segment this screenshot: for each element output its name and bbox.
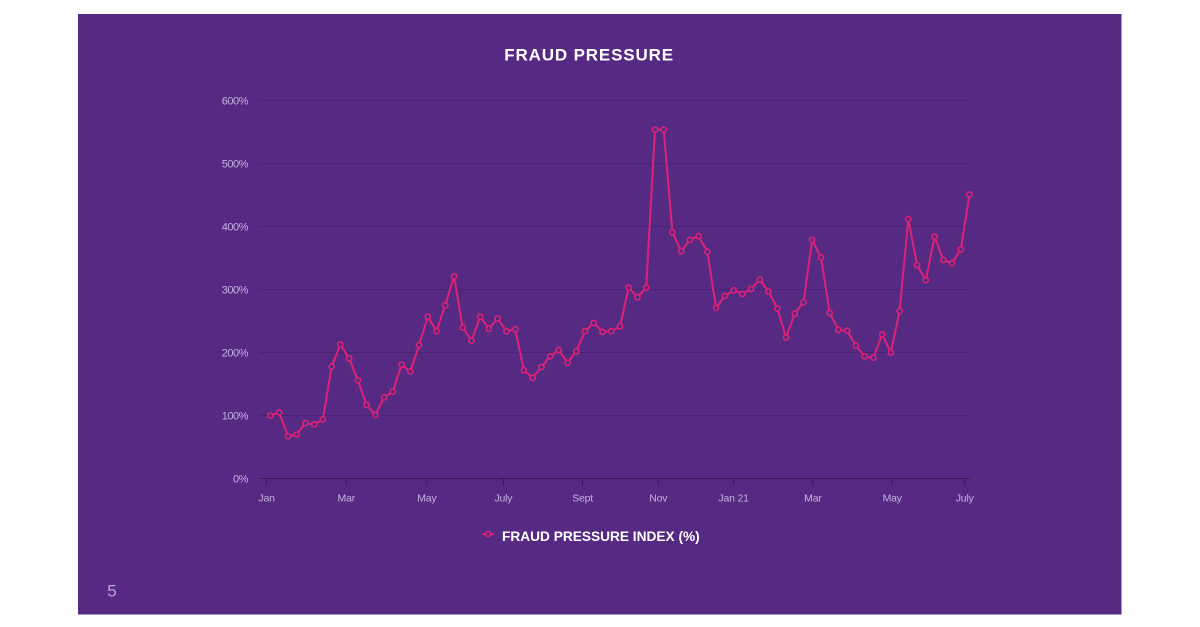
- svg-text:Mar: Mar: [338, 493, 356, 505]
- svg-text:Jan 21: Jan 21: [718, 493, 749, 505]
- svg-text:Jan: Jan: [258, 493, 275, 505]
- svg-text:200%: 200%: [222, 348, 249, 360]
- svg-text:FRAUD PRESSURE: FRAUD PRESSURE: [504, 46, 674, 65]
- svg-text:600%: 600%: [222, 96, 249, 108]
- svg-text:Mar: Mar: [804, 493, 822, 505]
- svg-text:100%: 100%: [222, 411, 249, 423]
- svg-text:May: May: [417, 493, 437, 505]
- svg-text:0%: 0%: [233, 474, 249, 486]
- svg-text:400%: 400%: [222, 222, 249, 234]
- svg-text:Nov: Nov: [649, 493, 668, 505]
- svg-text:May: May: [883, 493, 903, 505]
- svg-text:300%: 300%: [222, 285, 249, 297]
- svg-text:500%: 500%: [222, 159, 249, 171]
- svg-text:Sept: Sept: [572, 493, 593, 505]
- svg-text:FRAUD PRESSURE INDEX (%): FRAUD PRESSURE INDEX (%): [502, 529, 700, 544]
- svg-text:July: July: [956, 493, 975, 505]
- svg-text:July: July: [494, 493, 513, 505]
- svg-text:5: 5: [107, 582, 116, 601]
